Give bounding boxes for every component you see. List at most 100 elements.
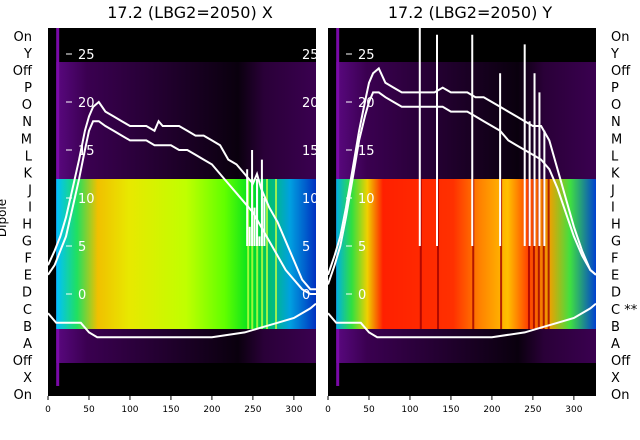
x-tick-label: 250 xyxy=(524,405,541,415)
lane-label: On xyxy=(611,30,629,45)
y-axis-label: Dipole xyxy=(0,199,9,237)
y-tick-label: 0 xyxy=(358,288,366,303)
lane-label: Off xyxy=(13,64,33,79)
lane-label: E xyxy=(611,269,619,284)
lower-purple-band xyxy=(56,329,317,363)
lane-label: N xyxy=(22,115,32,130)
x-tick-label: 0 xyxy=(325,405,331,415)
x-tick-label: 250 xyxy=(244,405,261,415)
band-streak xyxy=(537,179,540,329)
lane-label: G xyxy=(22,235,32,250)
lane-label: F xyxy=(25,252,32,267)
x-tick-label: 150 xyxy=(442,405,459,415)
lane-label: Y xyxy=(610,47,619,62)
bottom-curve xyxy=(327,302,597,339)
upper-curve xyxy=(327,66,597,276)
lane-label: C xyxy=(23,303,32,318)
lane-label: F xyxy=(611,252,618,267)
band-streak xyxy=(419,179,422,329)
lane-label: Off xyxy=(611,64,631,79)
lane-label: J xyxy=(27,183,32,198)
lane-label: X xyxy=(23,371,32,386)
x-tick-label: 150 xyxy=(162,405,179,415)
lane-label: Off xyxy=(611,354,631,369)
y-tick-label: 5 xyxy=(78,240,86,255)
x-tick-label: 50 xyxy=(363,405,375,415)
y-tick-label: 20 xyxy=(78,96,95,111)
band-streak xyxy=(542,179,545,329)
lane-label: M xyxy=(21,132,32,147)
lane-label: P xyxy=(24,81,32,96)
lane-label: A xyxy=(611,337,620,352)
lane-label: L xyxy=(25,149,33,164)
y-tick-label: 25 xyxy=(78,48,95,63)
lane-label: K xyxy=(611,166,620,181)
y-tick-label: 15 xyxy=(358,144,375,159)
lane-label: Y xyxy=(23,47,32,62)
lane-label: O xyxy=(611,98,621,113)
y-tick-label-right: 20 xyxy=(302,96,319,111)
x-tick-label: 200 xyxy=(203,405,220,415)
lane-label: J xyxy=(610,183,615,198)
x-tick-label: 200 xyxy=(483,405,500,415)
lane-label: B xyxy=(611,320,620,335)
y-tick-label: 25 xyxy=(358,48,375,63)
lane-label: I xyxy=(611,200,615,215)
lane-label: K xyxy=(23,166,32,181)
y-tick-label: 5 xyxy=(358,240,366,255)
x-tick-label: 0 xyxy=(45,405,51,415)
lower-curve xyxy=(47,120,316,295)
band-streak xyxy=(472,179,475,329)
lane-label: X xyxy=(611,371,620,386)
band-streak xyxy=(256,179,259,329)
lane-label: O xyxy=(22,98,32,113)
band-streak xyxy=(437,179,440,329)
upper-purple-band xyxy=(336,62,596,179)
x-tick-label: 100 xyxy=(121,405,138,415)
x-tick-label: 50 xyxy=(83,405,95,415)
band-streak xyxy=(500,179,503,329)
lane-label: On xyxy=(14,388,32,403)
y-tick-label-right: 5 xyxy=(302,240,310,255)
lane-label: H xyxy=(22,218,32,233)
y-tick-label-right: 10 xyxy=(302,192,319,207)
band-streak xyxy=(532,179,535,329)
lane-label: H xyxy=(611,218,621,233)
upper-curve xyxy=(47,100,316,291)
x-tick-label: 300 xyxy=(565,405,582,415)
colour-band xyxy=(336,179,596,329)
lane-label: M xyxy=(611,132,622,147)
lane-label: N xyxy=(611,115,621,130)
lane-label: Off xyxy=(13,354,33,369)
y-tick-label-right: 0 xyxy=(302,288,310,303)
band-streak xyxy=(261,179,264,329)
y-tick-label: 0 xyxy=(78,288,86,303)
y-tick-label: 10 xyxy=(78,192,95,207)
lane-label: L xyxy=(611,149,619,164)
lower-purple-band xyxy=(336,329,596,363)
lane-label: D xyxy=(611,286,621,301)
lane-label: I xyxy=(28,200,32,215)
lane-label: A xyxy=(23,337,32,352)
lane-label: G xyxy=(611,235,621,250)
lane-label: C ** xyxy=(611,303,638,318)
lane-label: B xyxy=(23,320,32,335)
band-streak xyxy=(527,179,530,329)
lane-label: E xyxy=(24,269,32,284)
lane-label: P xyxy=(611,81,619,96)
y-tick-label-right: 25 xyxy=(302,48,319,63)
panel-x-title: 17.2 (LBG2=2050) X xyxy=(107,3,273,22)
y-tick-label: 10 xyxy=(358,192,375,207)
x-tick-label: 300 xyxy=(285,405,302,415)
bottom-curve xyxy=(47,302,317,339)
band-streak xyxy=(247,179,250,329)
lane-label: On xyxy=(14,30,32,45)
y-tick-label-right: 15 xyxy=(302,144,319,159)
band-streak xyxy=(266,179,269,329)
lane-label: D xyxy=(22,286,32,301)
